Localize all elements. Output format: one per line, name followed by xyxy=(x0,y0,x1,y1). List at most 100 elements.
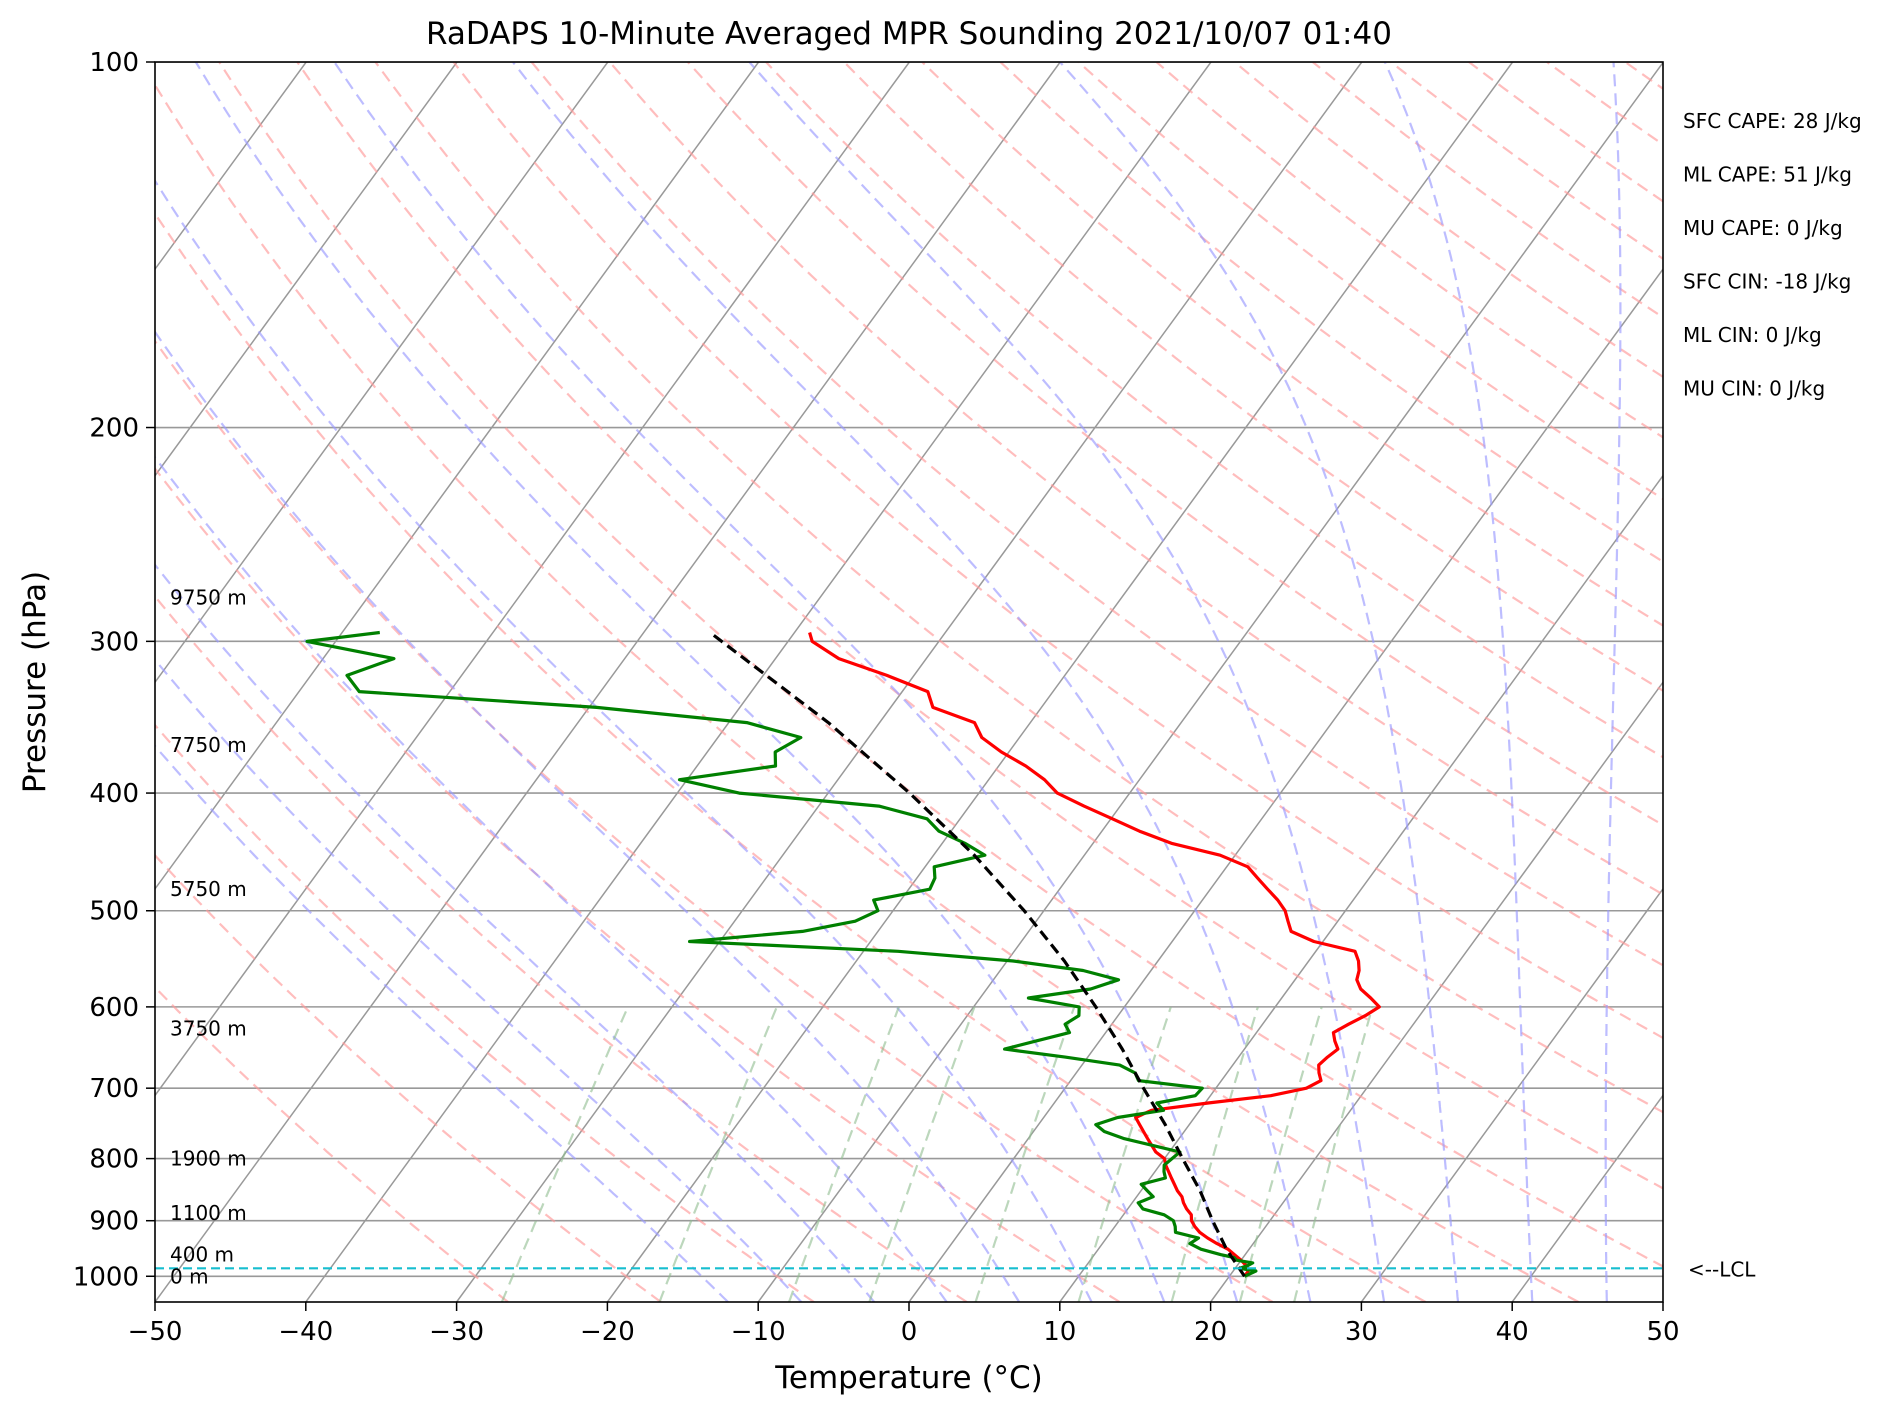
isotherm-line xyxy=(1814,62,1896,1302)
dry-adiabat-line xyxy=(1233,62,1663,379)
dry-adiabat-line xyxy=(1624,62,1663,91)
x-axis: −50 −40 −30 −20 −10 0 10 20 30 40 50 xyxy=(128,1302,1680,1347)
mixing-ratio-line xyxy=(1238,1006,1323,1302)
dry-adiabat-line xyxy=(1077,62,1663,501)
dry-adiabat-line xyxy=(608,62,1663,896)
stat-item: MU CIN: 0 J/kg xyxy=(1683,377,1825,401)
dry-adiabat-line xyxy=(1546,62,1663,146)
x-tick-label: −10 xyxy=(731,1317,786,1347)
stat-item: ML CAPE: 51 J/kg xyxy=(1683,163,1852,187)
y-tick-label: 300 xyxy=(89,627,139,657)
dry-adiabat-line xyxy=(530,62,1663,967)
isotherm-line xyxy=(908,267,1663,1302)
moist-adiabat-line xyxy=(1383,62,1534,1302)
temperature-line xyxy=(808,632,1381,1278)
parcel-line xyxy=(709,631,1246,1278)
dry-adiabat-line xyxy=(155,339,1274,1302)
x-tick-label: 40 xyxy=(1496,1317,1529,1347)
height-label: 5750 m xyxy=(170,877,247,901)
dry-adiabat-line xyxy=(1312,62,1663,319)
y-tick-label: 500 xyxy=(89,897,139,927)
mixing-ratio-line xyxy=(1170,1006,1259,1302)
isotherm-line xyxy=(1059,474,1663,1302)
moist-adiabat-line xyxy=(1059,62,1460,1302)
height-label: 7750 m xyxy=(170,733,247,757)
dry-adiabat-line xyxy=(1155,62,1663,439)
mixing-ratio-line xyxy=(658,1006,778,1302)
y-tick-label: 800 xyxy=(89,1145,139,1175)
height-label: 1900 m xyxy=(170,1147,247,1171)
series-lines xyxy=(155,630,1663,1278)
stat-item: SFC CIN: -18 J/kg xyxy=(1683,270,1851,294)
isotherm-line xyxy=(1360,887,1663,1302)
x-tick-label: −40 xyxy=(278,1317,333,1347)
dry-adiabat-line xyxy=(452,62,1663,1040)
y-tick-label: 100 xyxy=(89,48,139,78)
y-tick-label: 600 xyxy=(89,993,139,1023)
dry-adiabat-line xyxy=(155,853,662,1302)
dry-adiabat-line xyxy=(921,62,1663,627)
y-tick-label: 1000 xyxy=(73,1262,139,1292)
height-label: 3750 m xyxy=(170,1016,247,1040)
mixing-ratio-line xyxy=(974,1006,1076,1302)
y-tick-label: 200 xyxy=(89,414,139,444)
isotherm-line xyxy=(0,62,5,1302)
dry-adiabat-line xyxy=(155,594,968,1302)
background-lines xyxy=(0,62,1896,1302)
moist-adiabat-line xyxy=(155,178,1093,1302)
isotherm-line xyxy=(305,62,1212,1302)
x-tick-label: −20 xyxy=(580,1317,635,1347)
moist-adiabat-line xyxy=(512,62,1312,1302)
stat-item: ML CIN: 0 J/kg xyxy=(1683,323,1822,347)
stat-item: MU CAPE: 0 J/kg xyxy=(1683,216,1843,240)
height-label: 400 m xyxy=(170,1243,234,1267)
dry-adiabat-line xyxy=(155,466,1121,1302)
lcl-label: <--LCL xyxy=(1688,1257,1756,1281)
isotherm-line xyxy=(1662,1300,1663,1302)
dry-adiabat-line xyxy=(1703,62,1896,1302)
moist-adiabat-line xyxy=(1604,62,1622,1302)
stat-item: SFC CAPE: 28 J/kg xyxy=(1683,109,1862,133)
isotherm-line xyxy=(606,62,1514,1302)
dry-adiabat-line xyxy=(686,62,1663,827)
moist-adiabat-line xyxy=(748,62,1386,1302)
x-tick-label: 50 xyxy=(1646,1317,1679,1347)
height-label: 9750 m xyxy=(170,585,247,609)
moist-adiabat-line xyxy=(155,330,1021,1302)
isotherm-line xyxy=(1511,1094,1663,1302)
y-axis: 100 200 300 400 500 600 700 800 900 1000 xyxy=(73,48,155,1292)
mixing-ratio-line xyxy=(1293,1006,1374,1302)
x-tick-label: 0 xyxy=(901,1317,918,1347)
height-label: 0 m xyxy=(170,1264,209,1288)
dry-adiabat-line xyxy=(1390,62,1663,261)
dry-adiabat-line xyxy=(155,985,509,1302)
dry-adiabat-line xyxy=(1468,62,1663,203)
moist-adiabat-line xyxy=(194,62,1166,1302)
y-tick-label: 700 xyxy=(89,1074,139,1104)
isotherm-line xyxy=(155,62,760,891)
dry-adiabat-line xyxy=(155,723,815,1302)
mixing-ratio-line xyxy=(500,1006,629,1302)
isotherm-line xyxy=(155,62,609,684)
x-axis-label: Temperature (°C) xyxy=(774,1360,1043,1396)
moist-adiabat-line xyxy=(155,563,876,1302)
y-tick-label: 400 xyxy=(89,779,139,809)
dry-adiabat-line xyxy=(155,211,1427,1302)
dry-adiabat-line xyxy=(155,82,1580,1302)
x-tick-label: −30 xyxy=(429,1317,484,1347)
mixing-ratio-line xyxy=(1077,1006,1172,1302)
isotherm-line xyxy=(1209,681,1663,1302)
y-axis-label: Pressure (hPa) xyxy=(17,571,53,793)
x-tick-label: 20 xyxy=(1194,1317,1227,1347)
isotherm-line xyxy=(155,62,458,477)
moist-adiabat-line xyxy=(155,658,803,1302)
dry-adiabat-line xyxy=(843,62,1663,692)
mixing-ratio-line xyxy=(787,1006,900,1302)
mixing-ratio-line xyxy=(868,1006,976,1302)
moist-adiabat-line xyxy=(155,744,729,1302)
dewpoint-line xyxy=(305,630,1258,1278)
chart-title: RaDAPS 10-Minute Averaged MPR Sounding 2… xyxy=(426,16,1392,52)
x-tick-label: 30 xyxy=(1345,1317,1378,1347)
